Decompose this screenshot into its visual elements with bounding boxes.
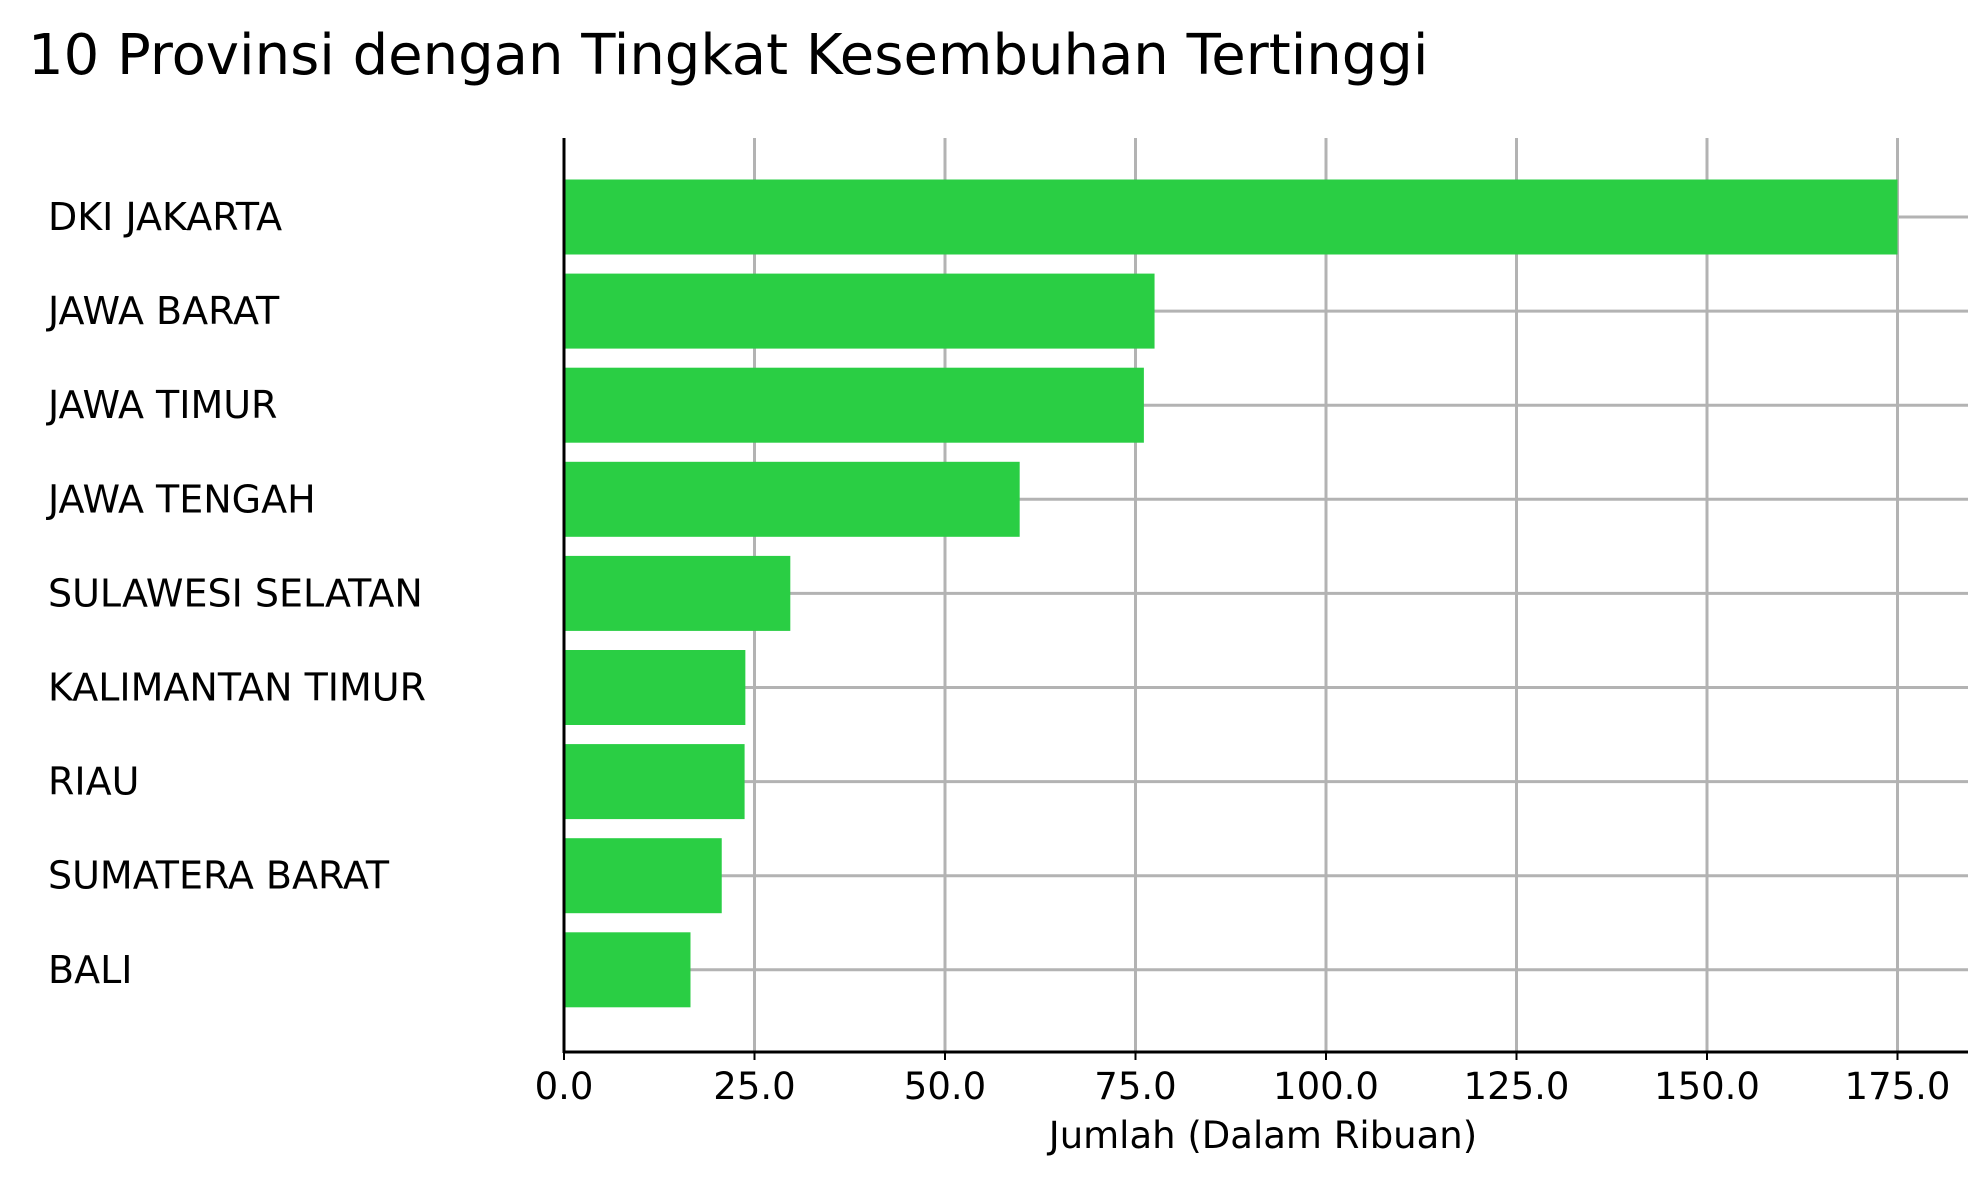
category-label-5: KALIMANTAN TIMUR [48,666,426,710]
category-label-0: DKI JAKARTA [48,195,282,239]
bar-0 [564,179,1898,255]
bar-4 [564,555,791,631]
x-tick-label-3: 75.0 [1094,1065,1176,1108]
bar-3 [564,461,1020,537]
axes [562,138,1968,1060]
bar-8 [564,932,691,1008]
x-tick-label-6: 150.0 [1654,1065,1760,1108]
x-tick-label-0: 0.0 [535,1065,594,1108]
bar-2 [564,367,1144,443]
category-label-4: SULAWESI SELATAN [48,571,423,615]
x-tick-label-4: 100.0 [1273,1065,1379,1108]
x-tick-label-7: 175.0 [1845,1065,1951,1108]
category-label-6: RIAU [48,760,139,804]
bar-6 [564,744,745,820]
bar-5 [564,650,746,725]
category-label-1: JAWA BARAT [46,289,280,333]
bar-7 [564,838,722,914]
x-tick-label-1: 25.0 [713,1065,795,1108]
x-tick-labels: 0.0 25.0 50.0 75.0 100.0 125.0 150.0 175.0 [535,1065,1951,1108]
category-label-7: SUMATERA BARAT [48,854,390,898]
category-label-2: JAWA TIMUR [46,383,277,427]
bar-1 [564,273,1155,349]
category-label-8: BALI [48,948,132,992]
x-axis-label: Jumlah (Dalam Ribuan) [1047,1114,1477,1157]
category-label-3: JAWA TENGAH [46,477,316,521]
chart-title: 10 Provinsi dengan Tingkat Kesembuhan Te… [28,23,1428,88]
x-tick-label-5: 125.0 [1464,1065,1570,1108]
x-tick-label-2: 50.0 [904,1065,986,1108]
bars [564,179,1898,1008]
category-labels: DKI JAKARTA JAWA BARAT JAWA TIMUR JAWA TENG… [46,195,426,992]
